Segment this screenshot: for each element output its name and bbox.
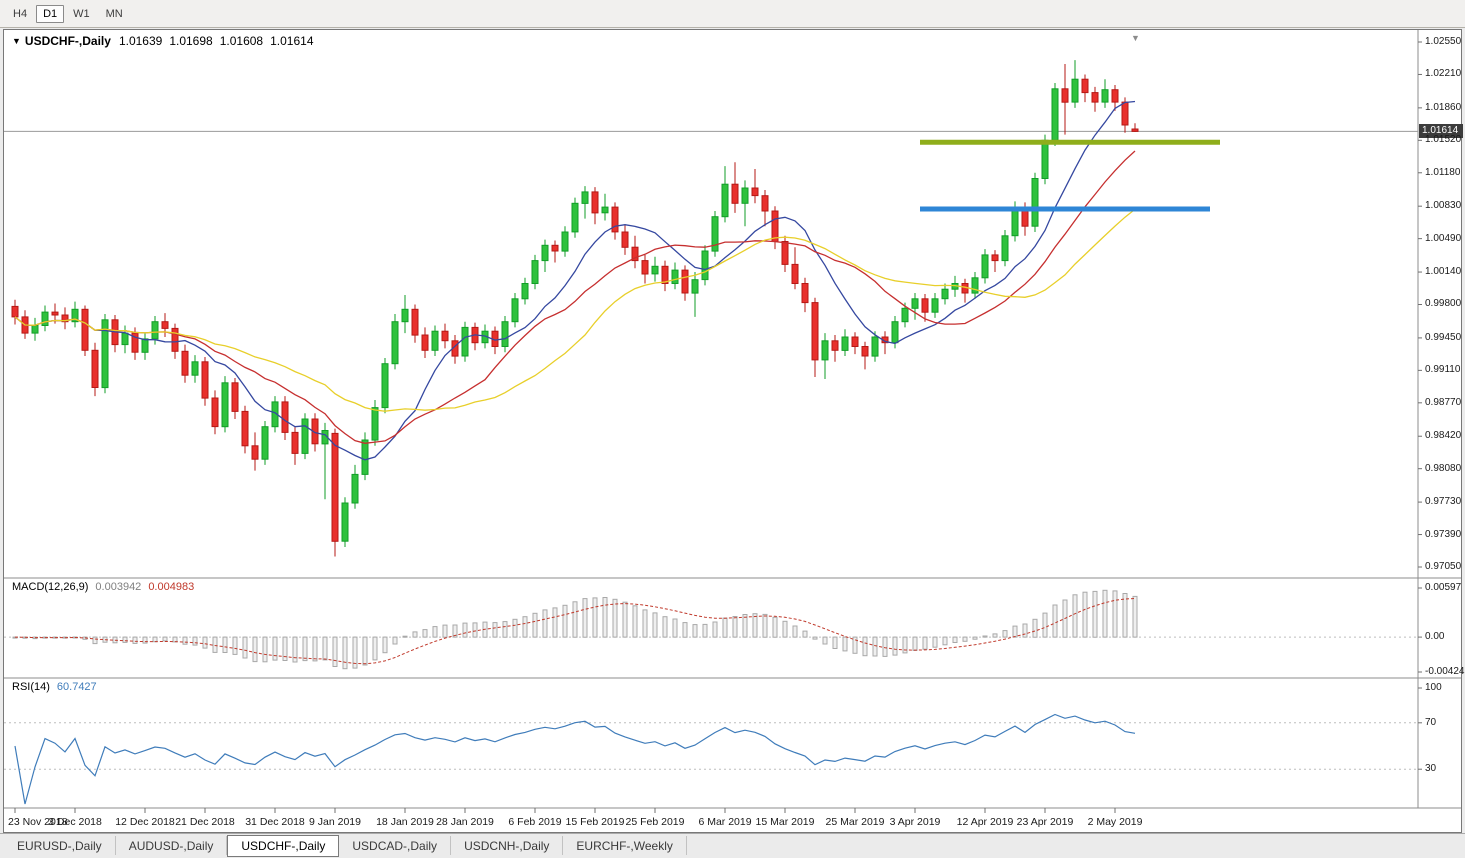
price-axis-label: 1.01860 — [1425, 101, 1462, 113]
price-axis-label: 0.99110 — [1425, 364, 1461, 376]
ma-9-line — [14, 100, 1136, 461]
price-axis-label: 1.01520 — [1425, 134, 1462, 146]
time-axis-label: 6 Feb 2019 — [508, 816, 562, 828]
chart-canvas — [4, 30, 1461, 813]
chart-tabs-bar: EURUSD-,Daily AUDUSD-,Daily USDCHF-,Daily U… — [0, 833, 1465, 858]
chart-shift-marker-icon[interactable]: ▼ — [1131, 33, 1140, 43]
macd-header: MACD(12,26,9) 0.003942 0.004983 — [12, 581, 194, 593]
time-axis-label: 15 Mar 2019 — [755, 816, 815, 828]
macd-axis-label: -0.00424 — [1425, 665, 1465, 677]
symbol-dropdown-icon: ▼ — [12, 36, 21, 46]
chart-tab-usdcnh[interactable]: USDCNH-,Daily — [451, 836, 564, 855]
low-value: 1.01608 — [219, 34, 264, 48]
price-axis-label: 0.97050 — [1425, 560, 1462, 572]
price-axis-label: 0.98770 — [1425, 396, 1462, 408]
candles-layer — [11, 60, 1139, 557]
time-axis-label: 21 Dec 2018 — [175, 816, 235, 828]
price-axis-label: 1.01180 — [1425, 166, 1461, 178]
time-axis-label: 6 Mar 2019 — [698, 816, 752, 828]
time-axis-label: 25 Feb 2019 — [625, 816, 685, 828]
timeframe-button-mn[interactable]: MN — [105, 7, 123, 20]
chart-title: ▼ USDCHF-,Daily 1.01639 1.01698 1.01608 1.016… — [12, 34, 321, 48]
open-value: 1.01639 — [118, 34, 163, 48]
time-axis-label: 18 Jan 2019 — [376, 816, 434, 828]
time-axis-label: 25 Mar 2019 — [825, 816, 885, 828]
ma-26-line — [14, 208, 1136, 412]
macd-axis-label: 0.00597 — [1425, 582, 1462, 593]
timeframe-toolbar: H4 D1 W1 MN — [0, 0, 1465, 28]
chart-tab-usdchf[interactable]: USDCHF-,Daily — [227, 835, 340, 857]
macd-signal-value: 0.004983 — [148, 581, 195, 593]
price-axis-label: 1.00140 — [1425, 266, 1462, 278]
rsi-axis-label: 30 — [1425, 763, 1437, 775]
chart-tab-usdcad[interactable]: USDCAD-,Daily — [339, 836, 452, 855]
price-axis-label: 0.98080 — [1425, 462, 1462, 474]
rsi-value: 60.7427 — [56, 681, 97, 693]
price-axis-label: 1.00830 — [1425, 200, 1462, 212]
timeframe-button-h4[interactable]: H4 — [13, 7, 28, 20]
rsi-label: RSI(14) — [12, 681, 50, 693]
macd-signal-line — [14, 598, 1136, 665]
time-axis-label: 3 Dec 2018 — [48, 816, 102, 828]
timeframe-button-d1[interactable]: D1 — [36, 4, 65, 23]
time-axis[interactable] — [4, 809, 1461, 832]
time-axis-label: 12 Dec 2018 — [115, 816, 175, 828]
current-price-badge: 1.01614 — [1419, 124, 1463, 139]
price-axis-label: 0.99800 — [1425, 298, 1462, 310]
macd-histogram — [12, 589, 1138, 670]
time-axis-label: 9 Jan 2019 — [309, 816, 361, 828]
high-value: 1.01698 — [169, 34, 213, 48]
macd-main-value: 0.003942 — [95, 581, 142, 593]
macd-label: MACD(12,26,9) — [12, 581, 89, 593]
rsi-axis-label: 100 — [1425, 682, 1442, 693]
chart-area[interactable]: ▼ USDCHF-,Daily 1.01639 1.01698 1.01608 1.016… — [3, 29, 1465, 833]
time-axis-label: 23 Apr 2019 — [1016, 816, 1074, 828]
price-axis-label: 0.97730 — [1425, 496, 1462, 508]
close-value: 1.01614 — [270, 34, 314, 48]
time-axis-label: 23 Nov 2018 — [8, 816, 68, 828]
time-axis-label: 3 Apr 2019 — [889, 816, 941, 828]
symbol-period-label: USDCHF-,Daily — [24, 34, 111, 48]
chart-tab-eurusd[interactable]: EURUSD-,Daily — [4, 836, 116, 855]
time-axis-label: 12 Apr 2019 — [956, 816, 1014, 828]
ma-16-line — [14, 150, 1136, 444]
price-axis-label: 0.97390 — [1425, 528, 1462, 540]
price-axis-label: 1.00490 — [1425, 232, 1462, 244]
time-axis-label: 2 May 2019 — [1087, 816, 1143, 828]
price-axis-label: 1.02550 — [1425, 36, 1462, 47]
price-axis-label: 0.99450 — [1425, 331, 1462, 343]
time-axis-label: 31 Dec 2018 — [245, 816, 305, 828]
chart-tab-audusd[interactable]: AUDUSD-,Daily — [116, 836, 228, 855]
time-axis-label: 28 Jan 2019 — [436, 816, 494, 828]
time-axis-label: 15 Feb 2019 — [565, 816, 625, 828]
rsi-axis-label: 70 — [1425, 716, 1437, 728]
timeframe-button-w1[interactable]: W1 — [73, 7, 90, 20]
price-axis-label: 0.98420 — [1425, 430, 1462, 442]
price-axis-label: 1.02210 — [1425, 68, 1462, 80]
rsi-header: RSI(14) 60.7427 — [12, 681, 97, 693]
rsi-line — [14, 713, 1136, 805]
macd-axis-label: 0.00 — [1425, 631, 1445, 643]
chart-tab-eurchf[interactable]: EURCHF-,Weekly — [563, 836, 687, 855]
